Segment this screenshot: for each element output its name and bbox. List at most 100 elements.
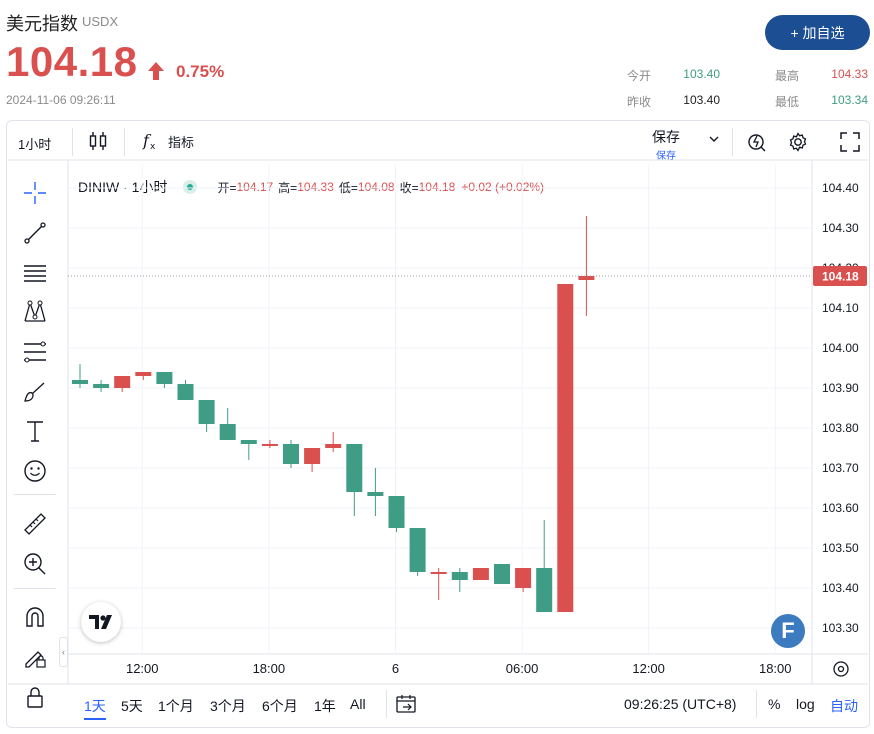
- candle-body: [93, 384, 110, 388]
- candle-body: [72, 380, 88, 384]
- range-button[interactable]: 6个月: [262, 698, 298, 714]
- candle[interactable]: [536, 520, 553, 612]
- candle[interactable]: [494, 564, 510, 584]
- candle[interactable]: [515, 568, 532, 592]
- range-button[interactable]: 5天: [121, 698, 143, 714]
- candle[interactable]: [198, 400, 215, 432]
- interval-selector[interactable]: 1小时: [18, 137, 52, 152]
- candle[interactable]: [325, 432, 342, 452]
- fib-retracement-icon[interactable]: [20, 337, 50, 367]
- candle[interactable]: [156, 372, 173, 388]
- trend-line-icon[interactable]: [20, 218, 50, 248]
- auto-scale-toggle[interactable]: 自动: [830, 698, 858, 714]
- low-value: 103.34: [831, 93, 868, 107]
- instrument-title: 美元指数: [6, 14, 78, 34]
- candle[interactable]: [135, 372, 152, 380]
- text-tool-icon[interactable]: [20, 416, 50, 446]
- legend-low: 104.08: [357, 180, 395, 194]
- candle[interactable]: [304, 448, 321, 472]
- candle-body: [219, 424, 236, 440]
- range-button[interactable]: 1年: [314, 698, 336, 714]
- replay-icon[interactable]: [746, 131, 768, 153]
- x-tick-label: 06:00: [506, 661, 539, 676]
- candle[interactable]: [430, 568, 447, 600]
- x-tick-label: 18:00: [253, 661, 286, 676]
- quote-datetime: 2024-11-06 09:26:11: [6, 93, 116, 107]
- x-tick-label: 6: [392, 661, 399, 676]
- candle-type-icon[interactable]: [88, 130, 108, 152]
- candle-body: [325, 444, 342, 448]
- ruler-icon[interactable]: [20, 509, 50, 539]
- candle[interactable]: [261, 440, 278, 448]
- percent-toggle[interactable]: %: [768, 696, 781, 712]
- chevron-down-icon[interactable]: [708, 134, 720, 144]
- brush-icon[interactable]: [20, 377, 50, 407]
- candle[interactable]: [219, 408, 236, 440]
- market-status-dot-icon: [183, 180, 198, 194]
- lock-icon[interactable]: [20, 682, 50, 712]
- low-label: 最低: [775, 95, 800, 109]
- range-button[interactable]: 1个月: [158, 698, 194, 714]
- candle-body: [409, 528, 426, 572]
- y-tick-label: 103.30: [822, 621, 859, 635]
- y-tick-label: 103.40: [822, 581, 859, 595]
- fullscreen-icon[interactable]: [839, 131, 861, 153]
- high-value: 104.33: [831, 67, 868, 81]
- save-button[interactable]: 保存 保存: [652, 127, 680, 162]
- log-toggle[interactable]: log: [796, 696, 815, 712]
- candle[interactable]: [114, 376, 131, 392]
- legend-high: 104.33: [297, 180, 334, 194]
- candle[interactable]: [283, 440, 299, 468]
- clock-display[interactable]: 09:26:25 (UTC+8): [624, 696, 737, 712]
- range-button[interactable]: All: [350, 696, 366, 712]
- candle-body: [198, 400, 215, 424]
- svg-text:x: x: [150, 142, 156, 151]
- magnet-icon[interactable]: [20, 602, 50, 632]
- candle[interactable]: [557, 284, 574, 612]
- lock-pencil-icon[interactable]: [20, 642, 50, 672]
- candle[interactable]: [388, 496, 405, 532]
- open-value: 103.40: [683, 67, 720, 81]
- legend-symbol: DINIW · 1小时: [78, 179, 168, 195]
- candle[interactable]: [72, 364, 88, 388]
- range-button[interactable]: 1天: [84, 696, 106, 720]
- save-label: 保存: [652, 129, 680, 145]
- candle[interactable]: [367, 468, 384, 516]
- indicators-label: 指标: [168, 134, 195, 150]
- candle-body: [114, 376, 131, 388]
- candle[interactable]: [472, 568, 489, 580]
- candle-body: [156, 372, 173, 384]
- candle[interactable]: [93, 380, 110, 392]
- y-tick-label: 103.50: [822, 541, 859, 555]
- y-tick-label: 103.80: [822, 421, 859, 435]
- goto-date-icon[interactable]: [395, 693, 417, 720]
- zoom-in-icon[interactable]: [20, 549, 50, 579]
- candle[interactable]: [177, 380, 194, 400]
- crosshair-icon[interactable]: [20, 178, 50, 208]
- candle[interactable]: [409, 528, 426, 576]
- candle-body: [177, 384, 194, 400]
- candle[interactable]: [578, 216, 595, 316]
- instrument-code: USDX: [82, 14, 119, 29]
- pattern-icon[interactable]: [20, 297, 50, 327]
- candle-body: [536, 568, 553, 612]
- emoji-icon[interactable]: [20, 456, 50, 486]
- candle[interactable]: [451, 568, 468, 592]
- axis-settings-icon[interactable]: [831, 659, 851, 684]
- add-watchlist-button[interactable]: + 加自选: [765, 15, 870, 50]
- candle[interactable]: [240, 440, 257, 460]
- candle-body: [367, 492, 384, 496]
- settings-gear-icon[interactable]: [787, 131, 809, 153]
- range-button[interactable]: 3个月: [210, 698, 246, 714]
- tradingview-logo[interactable]: [81, 602, 121, 642]
- x-tick-label: 18:00: [759, 661, 792, 676]
- candle-body: [430, 572, 447, 574]
- candle[interactable]: [346, 444, 363, 516]
- open-label: 今开: [627, 69, 652, 83]
- high-label: 最高: [775, 69, 800, 83]
- x-tick-label: 12:00: [632, 661, 665, 676]
- last-price-tag-label: 104.18: [822, 270, 859, 284]
- horizontal-lines-icon[interactable]: [20, 258, 50, 288]
